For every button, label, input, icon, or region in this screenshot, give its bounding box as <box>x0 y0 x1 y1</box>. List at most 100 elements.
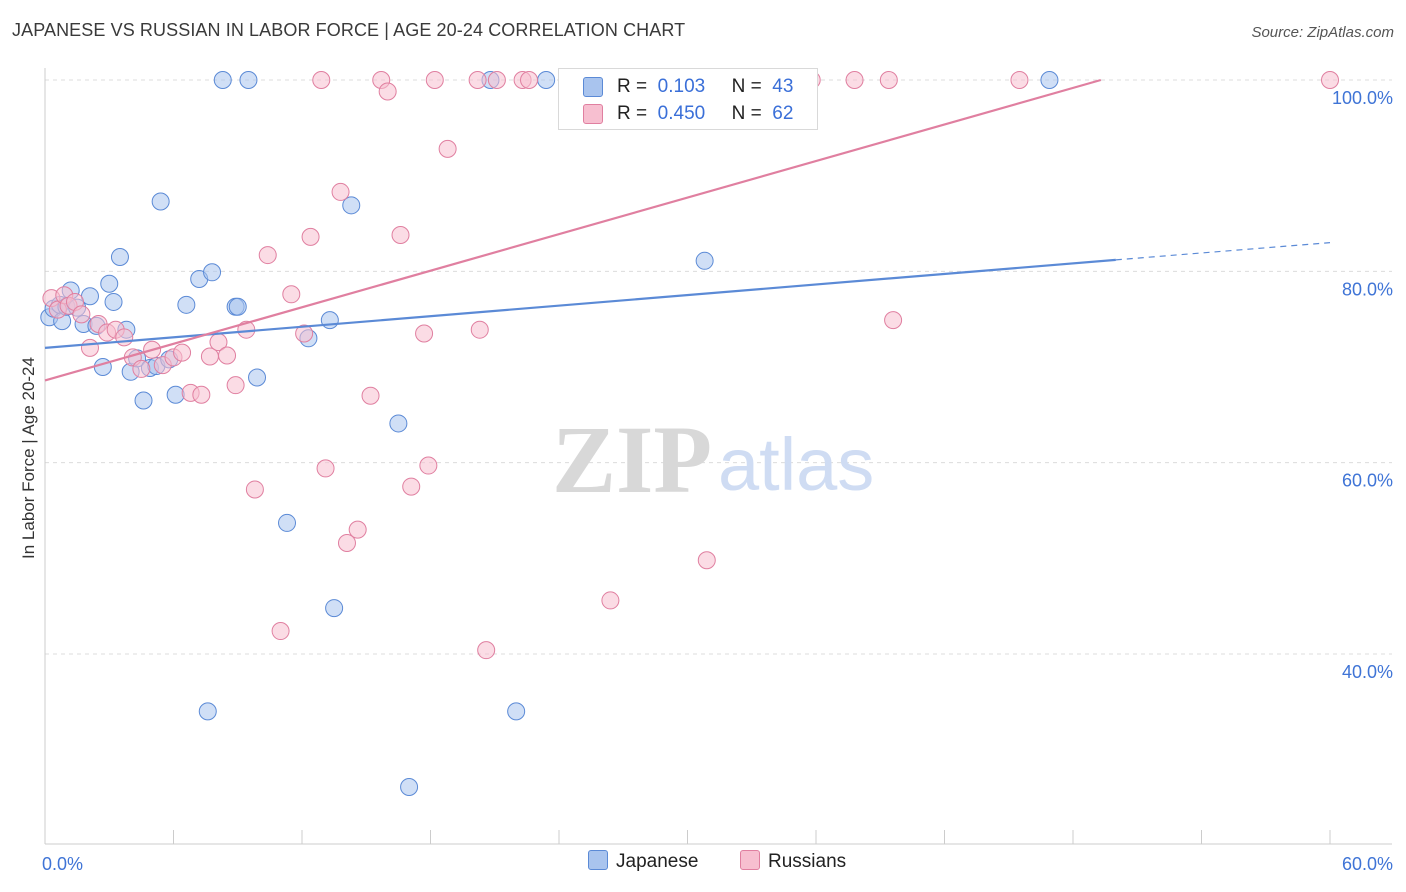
japanese-point <box>537 71 556 89</box>
x-tick-label: 60.0% <box>1342 854 1393 874</box>
russians-point <box>282 285 301 304</box>
japanese-point <box>213 71 232 89</box>
japanese-point <box>239 71 258 89</box>
russians-point <box>697 551 716 570</box>
japanese-trendline <box>44 258 1116 349</box>
japanese-point <box>151 192 170 211</box>
russians-legend-label: Russians <box>768 851 847 872</box>
russians-point <box>312 71 331 89</box>
grid-lines <box>45 79 1392 655</box>
japanese-point <box>177 295 196 314</box>
trend-lines <box>44 78 1331 382</box>
russians-n-value: 62 <box>772 103 794 124</box>
russians-point <box>419 456 438 475</box>
n-label: N = <box>731 103 762 124</box>
russians-point <box>301 227 320 246</box>
russians-point <box>192 385 211 404</box>
russians-point <box>1321 71 1339 89</box>
tick-labels: 100.0% 80.0% 60.0% 40.0% 0.0% 60.0% <box>42 88 1393 874</box>
japanese-point <box>134 391 153 410</box>
russians-point <box>601 591 620 610</box>
japanese-point <box>100 274 119 293</box>
y-tick-label: 40.0% <box>1342 662 1393 682</box>
legend-item-japanese[interactable]: Japanese <box>588 850 698 873</box>
russians-point <box>402 477 421 496</box>
japanese-point <box>198 702 217 721</box>
russians-point <box>520 71 539 89</box>
axes <box>44 68 1392 845</box>
russians-point <box>361 386 380 405</box>
russians-point <box>348 520 367 539</box>
japanese-point <box>278 513 297 532</box>
japanese-trendline-extension <box>1115 242 1331 261</box>
y-tick-label: 100.0% <box>1332 88 1393 108</box>
russians-point <box>72 305 91 324</box>
russians-point <box>115 328 134 347</box>
japanese-point <box>400 777 419 796</box>
japanese-point <box>203 263 222 282</box>
russians-swatch <box>583 104 603 124</box>
russians-point <box>226 376 245 395</box>
r-label: R = <box>617 103 648 124</box>
watermark-zip: ZIP <box>552 406 712 513</box>
russians-point <box>438 139 457 158</box>
japanese-point <box>342 196 361 215</box>
russians-point <box>80 338 99 357</box>
japanese-point <box>325 599 344 618</box>
japanese-point <box>93 358 112 376</box>
japanese-point <box>110 247 129 266</box>
russians-point <box>271 622 290 641</box>
russians-point <box>378 82 397 101</box>
russians-point <box>245 480 264 499</box>
russians-point <box>415 324 434 343</box>
russians-point <box>1010 71 1029 89</box>
watermark-atlas: atlas <box>718 423 874 506</box>
russians-r-value: 0.450 <box>657 103 706 124</box>
russians-point <box>337 534 356 553</box>
source-label: Source: ZipAtlas.com <box>1251 24 1394 41</box>
japanese-point <box>320 311 339 330</box>
japanese-point <box>507 702 526 721</box>
russians-point <box>477 641 496 660</box>
japanese-legend-label: Japanese <box>616 851 699 872</box>
japanese-swatch <box>583 77 603 97</box>
japanese-point <box>389 414 408 433</box>
japanese-point <box>248 368 267 387</box>
legend-item-russians[interactable]: Russians <box>740 850 846 873</box>
russians-point <box>295 324 314 343</box>
n-label: N = <box>731 76 762 97</box>
japanese-legend-swatch <box>588 850 608 870</box>
y-tick-label: 60.0% <box>1342 471 1393 491</box>
russians-point <box>258 246 277 265</box>
y-tick-label: 80.0% <box>1342 279 1393 299</box>
watermark: ZIP atlas <box>552 406 874 513</box>
russians-stats: R = 0.450 N = 62 <box>617 103 793 125</box>
japanese-point <box>695 251 714 270</box>
russians-point <box>487 71 506 89</box>
russians-point <box>173 343 192 362</box>
russians-point <box>884 311 903 330</box>
russians-point <box>218 346 237 365</box>
russians-legend-swatch <box>740 850 760 870</box>
russians-point <box>316 459 335 478</box>
japanese-stats: R = 0.103 N = 43 <box>617 76 793 98</box>
r-label: R = <box>617 76 648 97</box>
russians-point <box>879 71 898 89</box>
russians-point <box>331 182 350 201</box>
stats-legend: R = 0.103 N = 43 R = 0.450 N = 62 <box>558 68 818 130</box>
x-tick-label: 0.0% <box>42 854 83 874</box>
russians-point <box>391 225 410 244</box>
russians-trendline <box>44 78 1102 382</box>
data-points <box>40 71 1339 796</box>
japanese-point <box>104 292 123 311</box>
chart-title: JAPANESE VS RUSSIAN IN LABOR FORCE | AGE… <box>12 20 686 40</box>
japanese-point <box>228 297 247 316</box>
y-axis-label: In Labor Force | Age 20-24 <box>19 357 38 559</box>
russians-point <box>425 71 444 89</box>
japanese-point <box>1040 71 1059 89</box>
japanese-point <box>166 385 185 404</box>
japanese-point <box>80 287 99 306</box>
russians-point <box>132 359 151 378</box>
japanese-n-value: 43 <box>772 76 794 97</box>
